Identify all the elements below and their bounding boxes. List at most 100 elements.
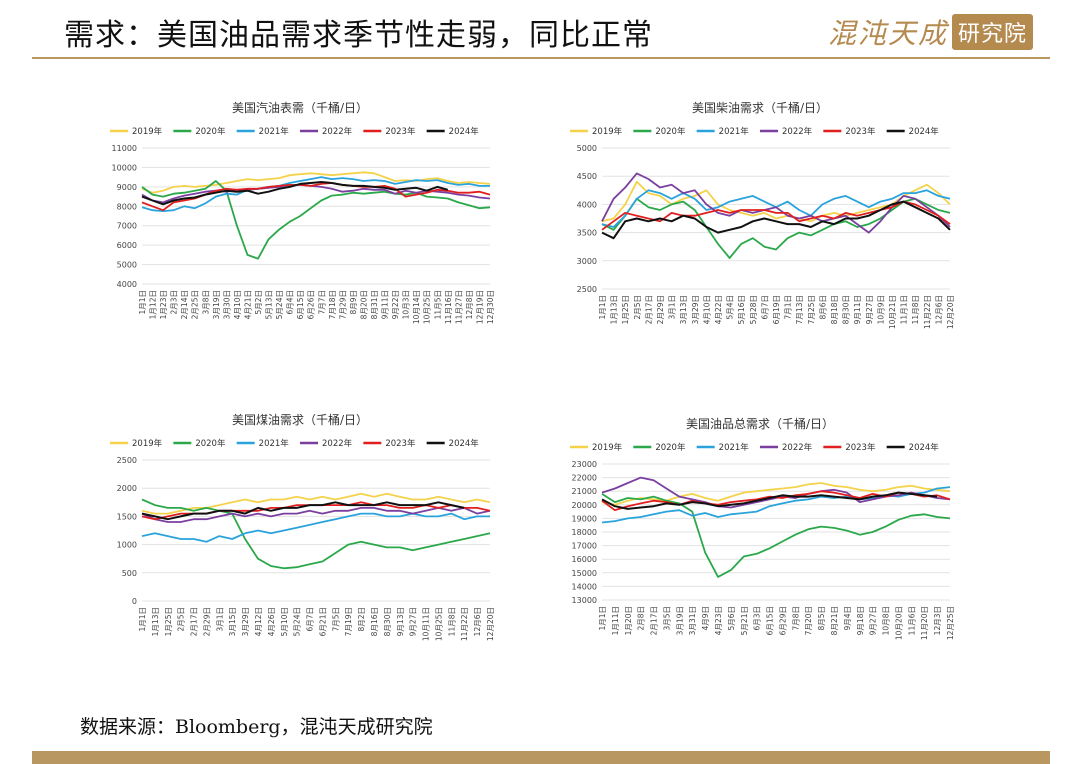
chart-svg: 美国煤油需求（千桶/日） 2019年 2020年 2021年 2022年 2023年 202…	[110, 412, 495, 641]
x-tick-label: 10月25日	[434, 607, 443, 641]
series-line	[141, 181, 449, 206]
x-tick-label: 12月19日	[475, 290, 484, 324]
legend-label: 2024年	[449, 438, 480, 449]
x-tick-label: 3月8日	[201, 290, 210, 315]
y-tick-label: 3000	[577, 257, 597, 266]
x-tick-label: 10月20日	[894, 606, 903, 640]
y-tick-label: 11000	[112, 144, 137, 153]
legend-label: 2020年	[195, 438, 226, 449]
legend-label: 2019年	[592, 442, 623, 453]
series-line	[601, 491, 938, 510]
x-tick-label: 6月4日	[286, 290, 295, 315]
x-tick-label: 3月30日	[222, 290, 231, 319]
x-tick-label: 2月17日	[644, 295, 653, 324]
header-divider	[32, 57, 1050, 59]
y-tick-label: 2500	[117, 456, 137, 465]
x-tick-label: 5月4日	[726, 295, 735, 320]
y-tick-label: 19000	[572, 514, 597, 523]
y-tick-label: 13000	[572, 596, 597, 605]
x-tick-label: 5月24日	[293, 607, 302, 636]
y-tick-label: 18000	[572, 528, 597, 537]
x-tick-label: 7月8日	[791, 606, 800, 631]
y-tick-label: 9000	[117, 183, 137, 192]
legend-label: 2021年	[719, 442, 750, 453]
y-tick-label: 7000	[117, 222, 137, 231]
x-tick-label: 6月7日	[760, 295, 769, 320]
x-tick-label: 7月5日	[331, 607, 340, 632]
x-tick-label: 2月17日	[190, 607, 199, 636]
x-tick-label: 3月1日	[668, 295, 677, 320]
legend-label: 2021年	[719, 126, 750, 137]
x-tick-label: 11月8日	[911, 295, 920, 324]
x-tick-label: 3月29日	[691, 295, 700, 324]
x-tick-label: 4月9日	[701, 606, 710, 631]
legend-label: 2023年	[845, 126, 876, 137]
series-line	[601, 200, 951, 240]
x-tick-label: 12月8日	[465, 290, 474, 319]
series-line	[141, 180, 491, 260]
x-tick-label: 1月13日	[151, 607, 160, 636]
y-tick-label: 5000	[117, 261, 137, 270]
x-tick-label: 12月20日	[946, 295, 955, 329]
y-tick-label: 8000	[117, 202, 137, 211]
series-line	[141, 176, 490, 212]
x-tick-label: 7月1日	[784, 295, 793, 320]
x-tick-label: 8月5日	[817, 606, 826, 631]
x-tick-label: 6月15日	[766, 606, 775, 635]
x-tick-label: 6月3日	[753, 606, 762, 631]
y-tick-label: 4000	[577, 200, 597, 209]
x-tick-label: 3月13日	[679, 295, 688, 324]
x-tick-label: 1月1日	[138, 607, 147, 632]
x-tick-label: 6月29日	[778, 606, 787, 635]
x-tick-label: 1月20日	[624, 606, 633, 635]
y-tick-label: 15000	[572, 569, 597, 578]
x-tick-label: 1月1日	[598, 295, 607, 320]
x-tick-label: 9月27日	[869, 606, 878, 635]
series-line	[601, 493, 951, 578]
chart-svg: 美国油品总需求（千桶/日） 2019年 2020年 2021年 2022年 2023年 20…	[570, 416, 955, 640]
x-tick-label: 5月2日	[254, 290, 263, 315]
y-tick-label: 16000	[572, 555, 597, 564]
slide-title: 需求：美国油品需求季节性走弱，同比正常	[64, 18, 653, 53]
legend-label: 2021年	[259, 438, 290, 449]
y-tick-label: 2500	[577, 285, 597, 294]
x-tick-label: 10月9日	[876, 295, 885, 324]
x-tick-label: 5月28日	[749, 295, 758, 324]
y-tick-label: 500	[122, 569, 137, 578]
x-tick-label: 1月25日	[164, 607, 173, 636]
x-tick-label: 2月14日	[180, 290, 189, 319]
x-tick-label: 7月25日	[807, 295, 816, 324]
legend-label: 2020年	[195, 126, 226, 137]
x-tick-label: 7月7日	[317, 290, 326, 315]
y-tick-label: 17000	[572, 542, 597, 551]
legend-label: 2020年	[655, 442, 686, 453]
x-tick-label: 10月25日	[423, 290, 432, 324]
chart-title: 美国油品总需求（千桶/日）	[686, 416, 834, 431]
legend-label: 2023年	[385, 126, 416, 137]
y-tick-label: 3500	[577, 229, 597, 238]
x-tick-label: 9月27日	[865, 295, 874, 324]
x-tick-label: 12月25日	[946, 606, 955, 640]
y-tick-label: 21000	[572, 487, 597, 496]
x-tick-label: 3月31日	[688, 606, 697, 635]
x-tick-label: 8月2日	[357, 607, 366, 632]
x-tick-label: 12月30日	[486, 290, 495, 324]
chart-svg: 美国汽油表需（千桶/日） 2019年 2020年 2021年 2022年 2023年 202…	[110, 100, 495, 324]
y-tick-label: 1000	[117, 541, 137, 550]
y-tick-label: 0	[132, 597, 137, 606]
x-tick-label: 9月13日	[396, 607, 405, 636]
x-tick-label: 2月29日	[656, 295, 665, 324]
x-tick-label: 6月21日	[318, 607, 327, 636]
x-tick-label: 9月18日	[856, 606, 865, 635]
chart-title: 美国煤油需求（千桶/日）	[232, 412, 368, 427]
x-tick-label: 11月5日	[433, 290, 442, 319]
chart-gasoline: 美国汽油表需（千桶/日） 2019年 2020年 2021年 2022年 2023年 202…	[100, 96, 500, 336]
legend-label: 2023年	[385, 438, 416, 449]
x-tick-label: 3月29日	[241, 607, 250, 636]
x-tick-label: 4月23日	[714, 606, 723, 635]
logo-seal: 研究院	[952, 14, 1034, 50]
x-tick-label: 11月1日	[900, 295, 909, 324]
chart-total-demand: 美国油品总需求（千桶/日） 2019年 2020年 2021年 2022年 2023年 20…	[560, 412, 960, 652]
x-tick-label: 11月6日	[907, 606, 916, 635]
series-line	[141, 507, 491, 523]
